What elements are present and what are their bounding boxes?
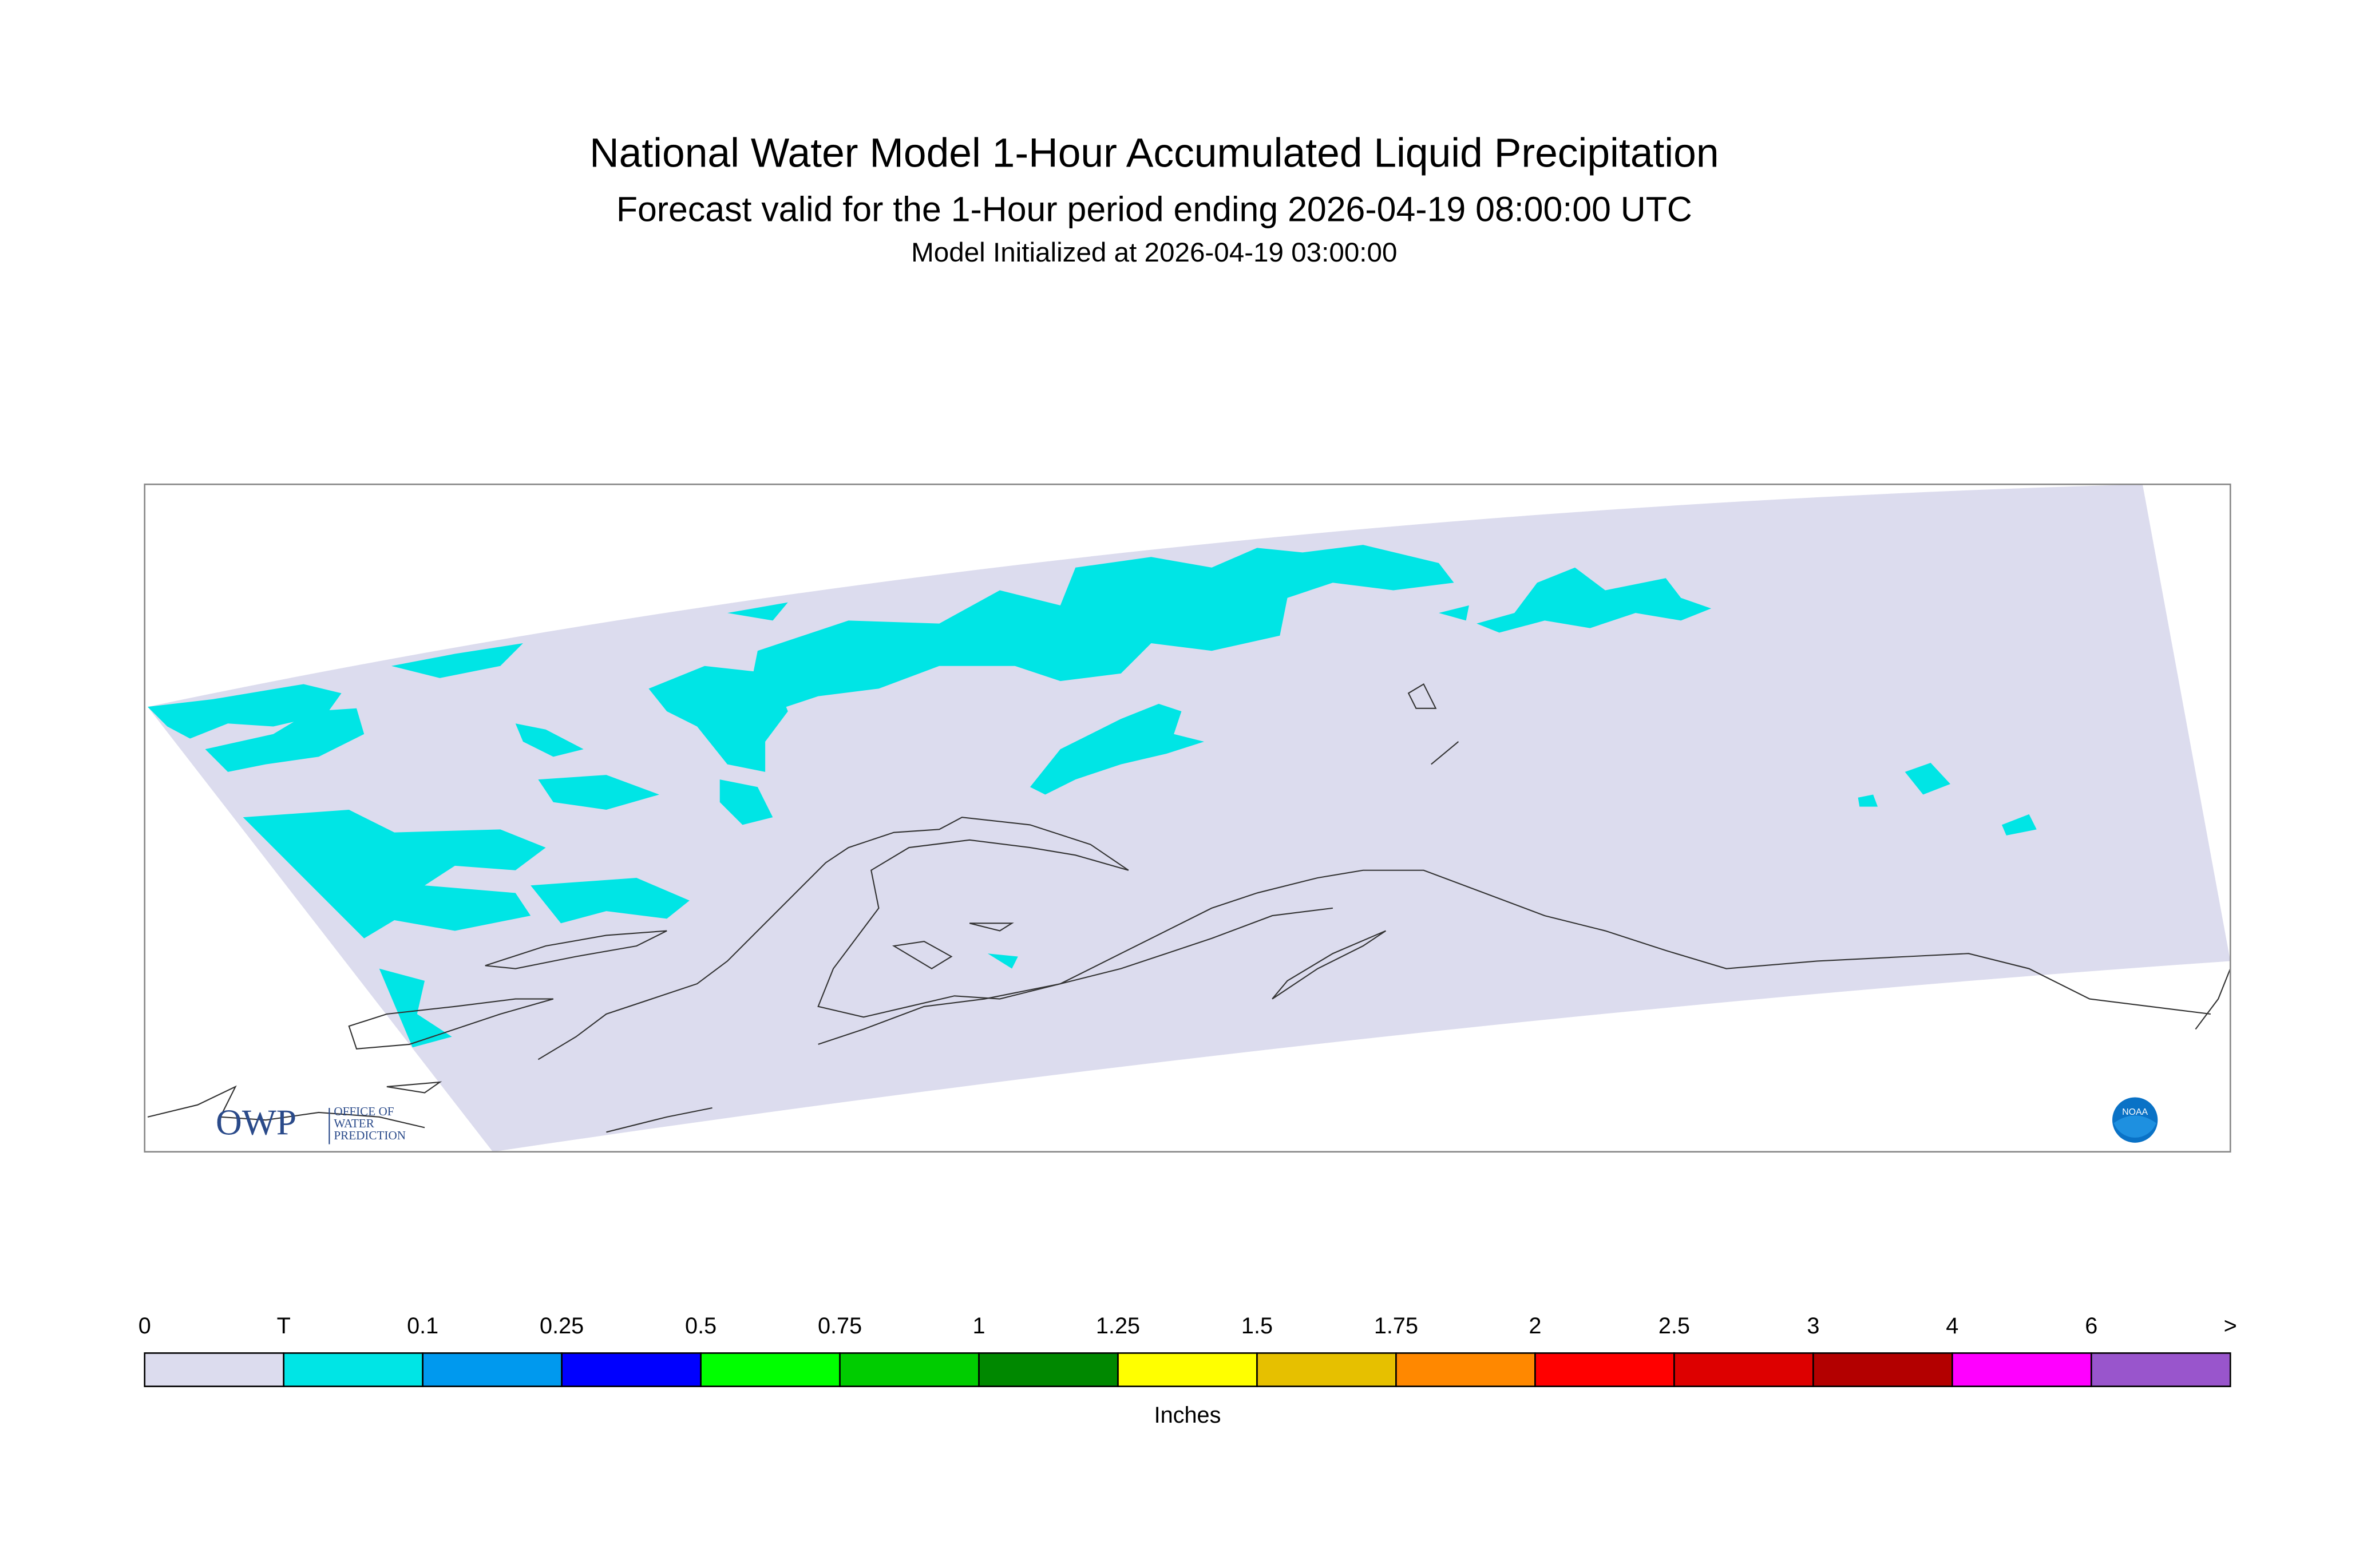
colorbar-swatch bbox=[839, 1352, 980, 1387]
colorbar-label: 1.5 bbox=[1241, 1313, 1273, 1339]
colorbar-label: 1.75 bbox=[1374, 1313, 1418, 1339]
map-frame bbox=[144, 484, 2231, 1153]
colorbar-swatch bbox=[1812, 1352, 1953, 1387]
subtitle: Forecast valid for the 1-Hour period end… bbox=[616, 189, 1692, 228]
owp-logo: OWP OFFICE OF WATER PREDICTION bbox=[216, 1102, 406, 1145]
noaa-logo: NOAA bbox=[2112, 1097, 2158, 1143]
colorbar-swatch bbox=[1395, 1352, 1536, 1387]
colorbar-label: > bbox=[2224, 1313, 2237, 1339]
title: National Water Model 1-Hour Accumulated … bbox=[589, 130, 1719, 176]
colorbar-swatch bbox=[700, 1352, 841, 1387]
owp-line: PREDICTION bbox=[334, 1129, 406, 1142]
colorbar-swatch bbox=[283, 1352, 423, 1387]
colorbar-label: 2 bbox=[1529, 1313, 1541, 1339]
init-time: Model Initialized at 2026-04-19 03:00:00 bbox=[911, 237, 1397, 268]
owp-text: OWP bbox=[216, 1102, 296, 1142]
colorbar-label: 4 bbox=[1946, 1313, 1958, 1339]
colorbar-label: 0.25 bbox=[540, 1313, 584, 1339]
owp-line: OFFICE OF bbox=[334, 1104, 394, 1118]
colorbar-label: 0.75 bbox=[818, 1313, 862, 1339]
owp-line: WATER bbox=[334, 1116, 374, 1130]
colorbar-label: 3 bbox=[1807, 1313, 1819, 1339]
colorbar-swatch bbox=[1534, 1352, 1675, 1387]
colorbar-label: 1.25 bbox=[1096, 1313, 1140, 1339]
noaa-text: NOAA bbox=[2122, 1107, 2148, 1117]
colorbar-swatch bbox=[978, 1352, 1119, 1387]
coastlines bbox=[147, 683, 2231, 1133]
colorbar-label: 2.5 bbox=[1658, 1313, 1690, 1339]
colorbar: 0 T 0.1 0.25 0.5 0.75 1 1.25 1.5 1.75 2 2.5 3 4 6 > bbox=[138, 1313, 2237, 1387]
colorbar-label: 0 bbox=[138, 1313, 151, 1339]
colorbar-swatch bbox=[561, 1352, 702, 1387]
colorbar-label: T bbox=[277, 1313, 291, 1339]
colorbar-label: 1 bbox=[973, 1313, 985, 1339]
colorbar-swatch bbox=[1117, 1352, 1258, 1387]
colorbar-unit: Inches bbox=[1154, 1403, 1221, 1428]
colorbar-label: 0.5 bbox=[685, 1313, 717, 1339]
colorbar-swatch bbox=[422, 1352, 563, 1387]
colorbar-swatch bbox=[1952, 1352, 2092, 1387]
model-domain bbox=[148, 484, 2231, 1152]
colorbar-label: 6 bbox=[2085, 1313, 2097, 1339]
map: OWP OFFICE OF WATER PREDICTION NOAA bbox=[144, 484, 2231, 1153]
precip-areas bbox=[148, 545, 2037, 1048]
colorbar-swatch bbox=[2090, 1352, 2231, 1387]
colorbar-swatch bbox=[1256, 1352, 1397, 1387]
colorbar-swatch bbox=[1673, 1352, 1814, 1387]
colorbar-label: 0.1 bbox=[407, 1313, 438, 1339]
colorbar-swatch bbox=[144, 1352, 285, 1387]
